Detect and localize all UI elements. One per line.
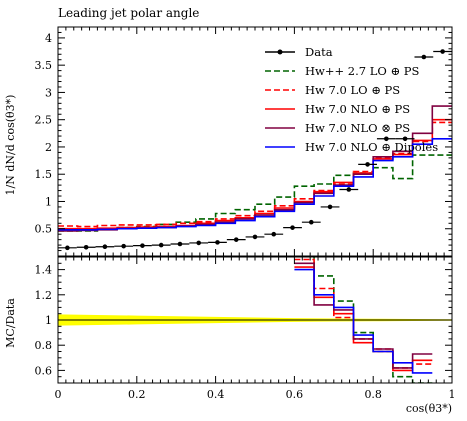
data-point	[402, 136, 408, 142]
y-tick-label: 3	[45, 86, 52, 99]
y-axis-label: 1/N dN/d cos(θ3*)	[4, 95, 17, 196]
data-point	[121, 243, 126, 249]
y-tick-label: 4	[45, 32, 52, 45]
ratio-panel: 0 0.2 0.4 0.6 0.8 1 0.6 0.8 1 1.2 1.4	[35, 256, 456, 401]
ratio-y-tick-label: 1	[45, 314, 52, 327]
data-point	[327, 204, 333, 210]
ratio-y-tick-label: 0.8	[35, 339, 53, 352]
data-point	[140, 243, 145, 248]
x-axis-label: cos(θ3*)	[406, 402, 452, 415]
ratio-y-axis-label: MC/Data	[4, 298, 17, 348]
data-point	[365, 162, 370, 167]
series-line-2	[58, 121, 452, 228]
legend-label: Hw 7.0 NLO ⊕ Dipoles	[305, 140, 438, 154]
y-tick-label: 1.5	[35, 168, 53, 181]
legend-label: Hw 7.0 NLO ⊗ PS	[305, 121, 410, 135]
data-point	[346, 187, 352, 192]
y-tick-label: 1	[45, 195, 52, 208]
y-tick-label: 2.5	[35, 114, 53, 127]
data-point	[233, 237, 239, 242]
x-tick-label: 1	[449, 388, 456, 401]
data-point	[290, 225, 295, 230]
ratio-series-line-3	[294, 266, 433, 372]
legend: Data Hw++ 2.7 LO ⊕ PS Hw 7.0 LO ⊕ PS Hw 7.0…	[265, 45, 438, 154]
ratio-series-line-2	[294, 258, 433, 369]
legend-label: Hw 7.0 LO ⊕ PS	[305, 83, 400, 97]
data-point	[384, 136, 389, 142]
y-tick-label: 2	[45, 141, 52, 154]
ratio-y-tick-label: 1.2	[35, 289, 53, 302]
data-point	[440, 49, 445, 54]
data-point	[308, 219, 314, 225]
x-tick-label: 0.8	[364, 388, 382, 401]
ratio-series-line-4	[294, 262, 433, 369]
legend-label: Data	[305, 45, 333, 59]
main-plot-area	[58, 49, 452, 251]
data-point	[215, 240, 220, 245]
y-tick-label: 3.5	[35, 59, 53, 72]
data-point	[102, 244, 108, 250]
ratio-series-line-1	[313, 257, 433, 383]
legend-data-marker	[277, 49, 283, 55]
data-point	[196, 240, 202, 246]
x-tick-label: 0.2	[128, 388, 146, 401]
data-point	[271, 231, 277, 237]
ratio-plot-area	[58, 257, 452, 383]
data-point	[65, 245, 70, 251]
y-tick-label: 0.5	[35, 223, 53, 236]
data-point	[83, 244, 89, 250]
legend-label: Hw 7.0 NLO ⊕ PS	[305, 102, 410, 116]
data-point	[421, 54, 427, 60]
legend-label: Hw++ 2.7 LO ⊕ PS	[305, 64, 419, 78]
ratio-y-tick-label: 0.6	[35, 364, 53, 377]
main-panel: 0.5 1 1.5 2 2.5 3 3.5 4	[35, 26, 453, 257]
x-tick-label: 0	[55, 388, 62, 401]
x-tick-label: 0.4	[207, 388, 225, 401]
data-point	[158, 242, 164, 248]
data-point	[252, 234, 258, 240]
data-point	[177, 241, 183, 247]
series-line-5	[58, 138, 452, 231]
ratio-series-line-5	[294, 268, 433, 374]
chart-title: Leading jet polar angle	[58, 6, 199, 20]
x-tick-label: 0.6	[286, 388, 304, 401]
ratio-y-tick-label: 1.4	[35, 264, 53, 277]
